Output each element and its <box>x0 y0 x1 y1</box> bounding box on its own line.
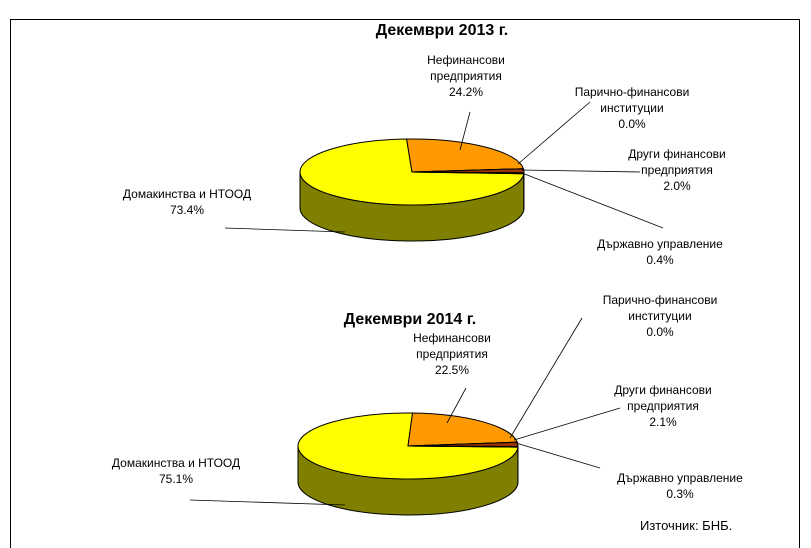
leader-line <box>513 407 621 441</box>
value-label: 0.4% <box>646 253 674 267</box>
value-label: 0.0% <box>646 325 674 339</box>
category-name: Парично-финансови институции <box>574 85 690 115</box>
leader-line <box>189 499 346 506</box>
source: Източник: БНБ. <box>640 518 733 533</box>
slice-label: Домакинства и НТООД 75.1% <box>76 455 276 487</box>
category-name: Нефинансови предприятия <box>413 331 491 361</box>
slice-label: Други финансови предприятия 2.1% <box>603 382 723 430</box>
slice-label: Нефинансови предприятия 22.5% <box>397 330 507 378</box>
slice-label: Домакинства и НТООД 73.4% <box>87 186 287 218</box>
value-label: 22.5% <box>434 363 470 377</box>
category-name: Други финансови предприятия <box>614 383 712 413</box>
leader-line <box>521 172 664 229</box>
category-name: Държавно управление <box>597 237 723 251</box>
leader-line <box>515 442 601 469</box>
leader-line <box>517 101 591 165</box>
leader-line <box>521 169 641 173</box>
chart-title: Декември 2013 г. <box>375 22 509 39</box>
chart-title: Декември 2014 г. <box>343 311 477 328</box>
category-name: Нефинансови предприятия <box>427 53 505 83</box>
frame <box>10 19 800 548</box>
slice-label: Държавно управление 0.4% <box>590 236 730 268</box>
slice <box>407 412 518 447</box>
slice-label: Парично-финансови институции 0.0% <box>600 292 720 340</box>
slice <box>407 445 519 448</box>
leader-line <box>224 227 346 233</box>
category-name: Парично-финансови институции <box>602 293 718 323</box>
value-label: 0.3% <box>666 487 694 501</box>
category-name: Други финансови предприятия <box>628 147 726 177</box>
value-label: 0.0% <box>618 117 646 131</box>
category-name: Държавно управление <box>617 471 743 485</box>
value-label: 73.4% <box>169 203 205 217</box>
value-label: 2.1% <box>649 415 677 429</box>
leader-line <box>446 387 467 424</box>
slice-label: Други финансови предприятия 2.0% <box>617 146 737 194</box>
category-name: Домакинства и НТООД <box>111 456 241 470</box>
leader-line <box>459 111 471 151</box>
value-label: 75.1% <box>158 472 194 486</box>
value-label: 24.2% <box>448 85 484 99</box>
category-name: Домакинства и НТООД <box>122 187 252 201</box>
slice-label: Парично-финансови институции 0.0% <box>572 84 692 132</box>
slice-label: Държавно управление 0.3% <box>610 470 750 502</box>
leader-line <box>509 317 583 439</box>
slice <box>297 412 519 480</box>
value-label: 2.0% <box>663 179 691 193</box>
slice <box>406 138 525 173</box>
slice-label: Нефинансови предприятия 24.2% <box>411 52 521 100</box>
